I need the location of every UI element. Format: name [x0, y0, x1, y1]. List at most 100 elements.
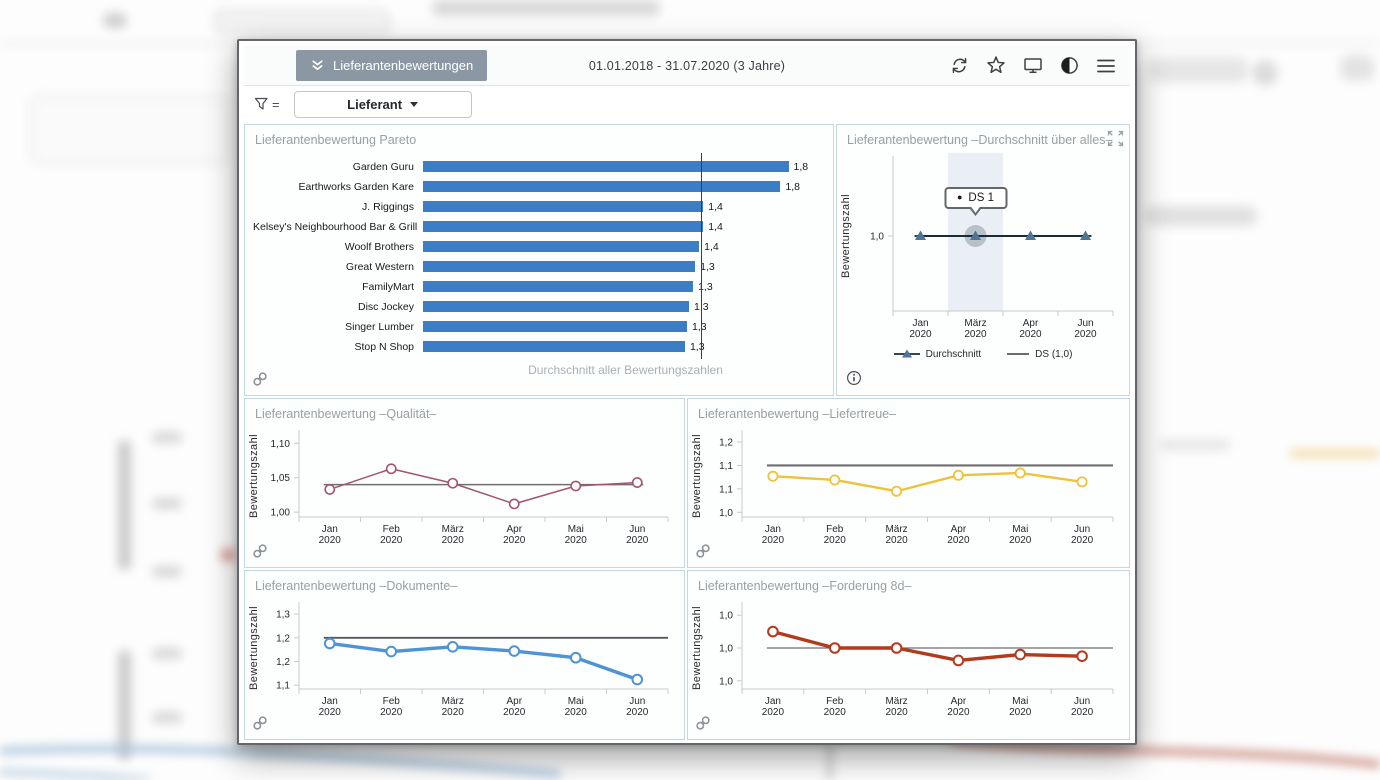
forderung-8d-chart[interactable]: 1,0 1,0 1,0 Jan 2020 Feb 2020 März 2020 Apr 2020 Ma… — [688, 597, 1129, 725]
expand-icon[interactable] — [1107, 130, 1124, 150]
link-icon[interactable] — [252, 543, 268, 562]
background-ylabel-blob — [118, 440, 131, 570]
svg-text:1,0: 1,0 — [719, 676, 733, 687]
bar-label: FamilyMart — [362, 280, 414, 293]
bar[interactable] — [423, 341, 685, 353]
svg-text:1,2: 1,2 — [276, 633, 290, 644]
bar-row[interactable]: Singer Lumber 1,3 — [253, 317, 819, 337]
qualitaet-chart[interactable]: 1,00 1,05 1,10 Jan 2020 Feb 2020 März 2020 Apr 202… — [245, 425, 684, 553]
background-search-blob — [214, 10, 390, 34]
filter-bar: = Lieferant — [244, 86, 1130, 122]
background-tick-blob — [152, 498, 182, 509]
panel-qualitaet: Lieferantenbewertung –Qualität– 1,00 1,05… — [244, 398, 685, 568]
evaluations-menu-button[interactable]: Lieferantenbewertungen — [296, 50, 488, 81]
favorite-star-icon[interactable] — [986, 56, 1006, 76]
bar-track: 1,8 — [423, 157, 819, 177]
svg-text:Bewertungszahl: Bewertungszahl — [691, 434, 703, 518]
svg-text:Bewertungszahl: Bewertungszahl — [248, 606, 260, 690]
bar-row[interactable]: Stop N Shop 1,3 — [253, 337, 819, 357]
bar-row[interactable]: Woolf Brothers 1,4 — [253, 237, 819, 257]
bar[interactable] — [423, 321, 687, 333]
link-icon[interactable] — [252, 715, 268, 734]
bar-row[interactable]: Earthworks Garden Kare 1,8 — [253, 177, 819, 197]
panel-forderung-8d: Lieferantenbewertung –Forderung 8d– 1,0 1… — [687, 570, 1130, 740]
filter-funnel-icon — [254, 97, 268, 110]
link-icon[interactable] — [252, 371, 268, 390]
display-monitor-icon[interactable] — [1023, 56, 1043, 76]
background-pill-blob — [1148, 57, 1248, 83]
svg-text:Bewertungszahl: Bewertungszahl — [840, 194, 852, 278]
pareto-chart[interactable]: Garden Guru 1,8 Earthworks Garden Kare 1,8 J… — [245, 152, 833, 359]
bar[interactable] — [423, 261, 696, 273]
liefertreue-chart[interactable]: 1,0 1,1 1,1 1,2 Jan 2020 Feb 2020 März 2020 Apr 202… — [688, 425, 1129, 553]
background-axis-blob — [828, 744, 832, 780]
pareto-rows: Garden Guru 1,8 Earthworks Garden Kare 1,8 J… — [253, 152, 819, 359]
background-yellow-line-blob — [1290, 450, 1380, 457]
bar-label: Stop N Shop — [354, 340, 414, 353]
contrast-icon[interactable] — [1060, 56, 1079, 76]
bar-value: 1,4 — [704, 240, 719, 253]
bar[interactable] — [423, 201, 704, 213]
background-menu-blob — [103, 13, 127, 28]
bar-row[interactable]: J. Riggings 1,4 — [253, 197, 819, 217]
tooltip-text: DS 1 — [968, 191, 995, 204]
bar-row[interactable]: Disc Jockey 1,3 — [253, 297, 819, 317]
toolbar-icons — [950, 56, 1130, 76]
refresh-icon[interactable] — [950, 56, 969, 76]
svg-text:1,2: 1,2 — [276, 657, 290, 668]
panel-title: Lieferantenbewertung –Qualität– — [255, 407, 437, 421]
bar-label: Earthworks Garden Kare — [298, 180, 414, 193]
bar[interactable] — [423, 161, 789, 173]
bar[interactable] — [423, 281, 694, 293]
durchschnitt-chart[interactable]: ● DS 1 1,0 Jan 2020 März 2020 Apr 2020 Jun 2020 B… — [837, 151, 1129, 347]
bar-row[interactable]: FamilyMart 1,3 — [253, 277, 819, 297]
legend-triangle-marker-icon — [893, 349, 920, 358]
panel-title: Lieferantenbewertung –Forderung 8d– — [698, 579, 912, 593]
lieferant-dropdown[interactable]: Lieferant — [293, 90, 472, 118]
dialog-topbar: Lieferantenbewertungen 01.01.2018 - 31.0… — [244, 46, 1130, 86]
hamburger-menu-icon[interactable] — [1096, 56, 1116, 76]
dokumente-chart[interactable]: 1,1 1,2 1,2 1,3 Jan 2020 Feb 2020 März 2020 Apr 202… — [245, 597, 684, 725]
bar-track: 1,3 — [423, 257, 819, 277]
background-label-blob — [1145, 206, 1257, 226]
link-icon[interactable] — [695, 715, 711, 734]
svg-text:1,1: 1,1 — [719, 484, 733, 495]
svg-text:1,00: 1,00 — [271, 508, 291, 519]
link-icon[interactable] — [695, 543, 711, 562]
bar[interactable] — [423, 221, 704, 233]
svg-text:1,2: 1,2 — [719, 437, 733, 448]
bar-track: 1,4 — [423, 197, 819, 217]
caret-down-icon — [410, 101, 419, 111]
svg-text:1,05: 1,05 — [271, 473, 291, 484]
background-tick-blob — [152, 648, 182, 659]
panel-durchschnitt: Lieferantenbewertung –Durchschnitt über … — [836, 124, 1130, 396]
menu-button-label: Lieferantenbewertungen — [333, 58, 474, 73]
tooltip-bullet: ● — [956, 192, 963, 203]
info-icon[interactable] — [846, 370, 862, 389]
bar[interactable] — [423, 181, 781, 193]
svg-text:1,0: 1,0 — [870, 231, 884, 242]
bar[interactable] — [423, 301, 690, 313]
bar-track: 1,8 — [423, 177, 819, 197]
background-ylabel-blob — [118, 650, 131, 760]
bar-track: 1,4 — [423, 237, 819, 257]
supplier-evaluations-dialog: Lieferantenbewertungen 01.01.2018 - 31.0… — [237, 39, 1137, 745]
bar-row[interactable]: Kelsey's Neighbourhood Bar & Grill 1,4 — [253, 217, 819, 237]
bar-value: 1,8 — [793, 160, 809, 173]
bar-row[interactable]: Garden Guru 1,8 — [253, 157, 819, 177]
bar-track: 1,4 — [423, 217, 819, 237]
bar[interactable] — [423, 241, 700, 253]
bar-track: 1,3 — [423, 277, 819, 297]
bar-row[interactable]: Great Western 1,3 — [253, 257, 819, 277]
bar-label: J. Riggings — [362, 200, 414, 213]
